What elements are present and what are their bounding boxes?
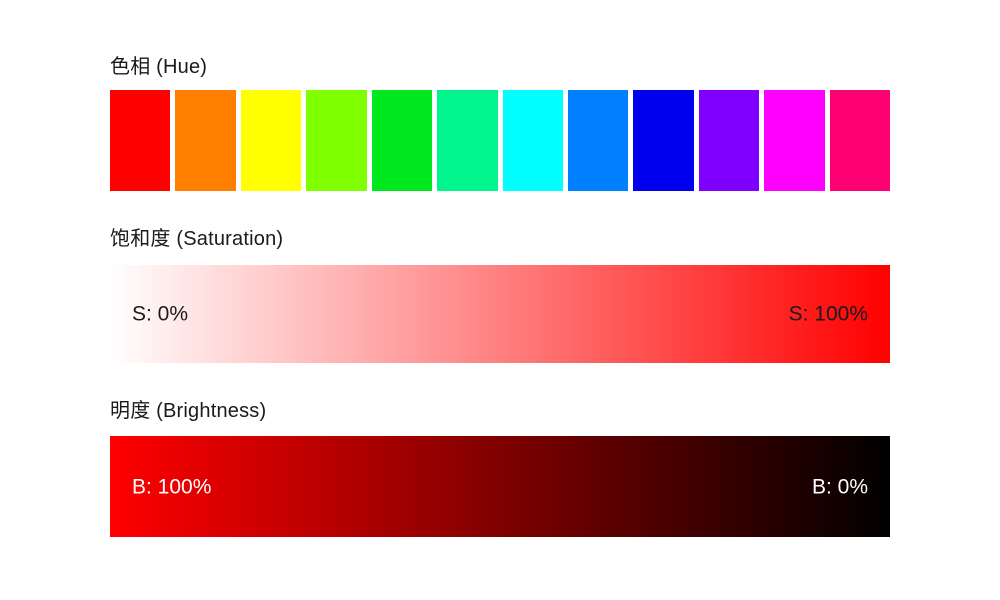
hue-swatch[interactable] <box>764 90 825 191</box>
hue-swatch[interactable] <box>371 90 433 191</box>
hue-swatch[interactable] <box>175 90 236 191</box>
hue-swatch[interactable] <box>633 90 694 191</box>
hue-swatch[interactable] <box>502 90 563 191</box>
hue-swatch[interactable] <box>306 90 367 191</box>
saturation-max-label: S: 100% <box>788 302 868 326</box>
brightness-section-title: 明度 (Brightness) <box>110 400 267 422</box>
hue-swatch[interactable] <box>567 90 629 191</box>
hue-section-title: 色相 (Hue) <box>110 56 208 78</box>
saturation-gradient-bar[interactable]: S: 0% S: 100% <box>110 265 890 363</box>
hue-swatch[interactable] <box>829 90 891 191</box>
saturation-section-title: 饱和度 (Saturation) <box>110 228 284 250</box>
saturation-min-label: S: 0% <box>132 302 189 326</box>
brightness-gradient-bar[interactable]: B: 100% B: 0% <box>110 436 890 537</box>
hue-swatch[interactable] <box>240 90 302 191</box>
hue-swatch[interactable] <box>698 90 760 191</box>
hue-swatch[interactable] <box>110 90 171 191</box>
brightness-min-label: B: 0% <box>811 475 868 498</box>
brightness-max-label: B: 100% <box>132 475 212 498</box>
hue-swatch-strip <box>110 90 891 191</box>
hue-swatch[interactable] <box>437 90 498 191</box>
